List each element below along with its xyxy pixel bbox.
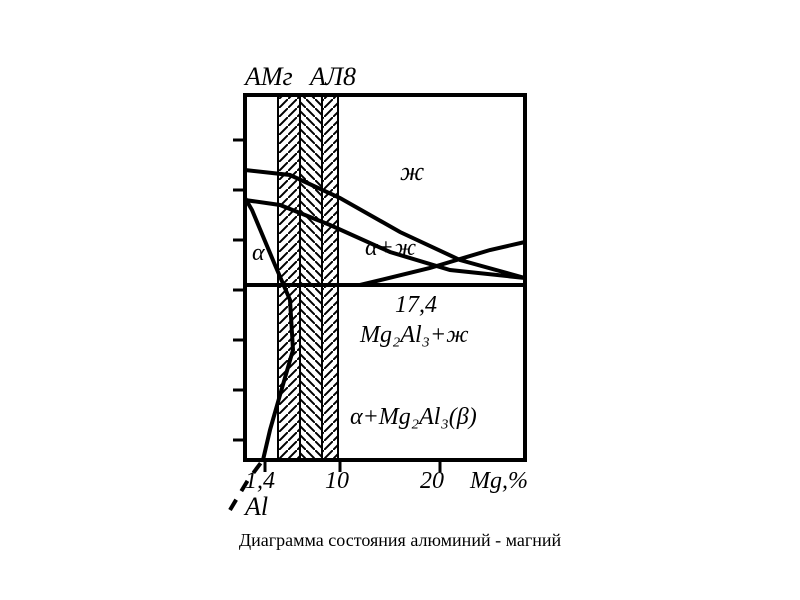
svg-text:α+ж: α+ж: [365, 235, 416, 261]
svg-text:20: 20: [420, 468, 444, 494]
svg-text:17,4: 17,4: [395, 292, 437, 318]
svg-text:АЛ8: АЛ8: [308, 62, 356, 91]
svg-text:Mg₂Al₃+ж: Mg₂Al₃+ж: [359, 322, 469, 348]
svg-text:Al: Al: [243, 492, 268, 521]
diagram-container: АМг АЛ8 ж α α+ж 17,4 Mg₂Al₃+ж α+Mg₂Al₃(β) 1,4 10 2…: [0, 0, 800, 600]
svg-text:АМг: АМг: [243, 62, 293, 91]
caption: Диаграмма состояния алюминий - магний: [0, 530, 800, 551]
svg-text:Mg,%: Mg,%: [469, 468, 528, 494]
svg-text:1,4: 1,4: [245, 468, 275, 494]
svg-text:α: α: [252, 240, 265, 266]
svg-text:10: 10: [325, 468, 349, 494]
phase-diagram-svg: АМг АЛ8 ж α α+ж 17,4 Mg₂Al₃+ж α+Mg₂Al₃(β) 1,4 10 2…: [0, 0, 800, 600]
svg-text:ж: ж: [400, 157, 424, 186]
svg-text:α+Mg₂Al₃(β): α+Mg₂Al₃(β): [350, 404, 477, 430]
